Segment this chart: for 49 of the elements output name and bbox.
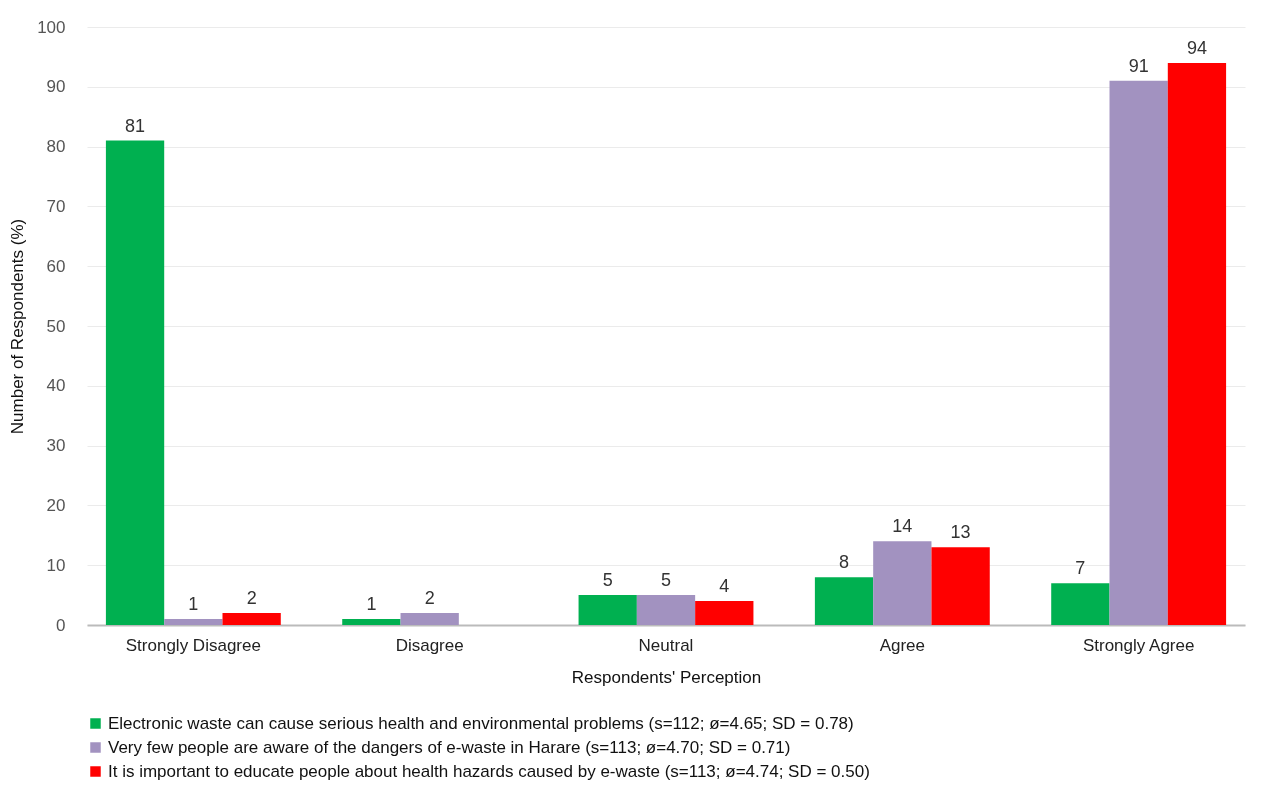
data-label: 4 bbox=[719, 576, 730, 597]
data-label: 13 bbox=[950, 522, 971, 543]
data-label: 81 bbox=[125, 115, 146, 136]
data-label: 14 bbox=[892, 516, 913, 537]
y-tick-label: 40 bbox=[46, 376, 66, 396]
legend-label: Electronic waste can cause serious health and environmental problems (s=112; ø=4.65; SD = 0.78) bbox=[108, 713, 854, 733]
bar bbox=[222, 613, 281, 625]
x-axis-title: Respondents' Perception bbox=[571, 667, 762, 687]
bar bbox=[814, 577, 874, 625]
bar bbox=[164, 619, 223, 625]
y-tick-label: 50 bbox=[46, 316, 66, 336]
y-tick-label: 100 bbox=[37, 17, 66, 37]
data-label: 5 bbox=[602, 570, 613, 591]
y-tick-label: 80 bbox=[46, 137, 66, 157]
bar bbox=[636, 595, 696, 625]
bar bbox=[873, 541, 932, 625]
y-axis-title: Number of Respondents (%) bbox=[8, 218, 28, 435]
x-tick-label: Disagree bbox=[395, 635, 464, 655]
y-tick-label: 10 bbox=[46, 555, 66, 575]
bar bbox=[400, 613, 459, 625]
data-label: 8 bbox=[839, 552, 850, 573]
y-tick-label: 90 bbox=[46, 77, 66, 97]
x-tick-label: Strongly Agree bbox=[1082, 635, 1195, 655]
bar bbox=[105, 140, 165, 625]
data-label: 1 bbox=[188, 594, 199, 615]
data-label: 94 bbox=[1186, 37, 1207, 58]
data-label: 1 bbox=[366, 594, 377, 615]
bar bbox=[578, 595, 637, 625]
y-tick-label: 60 bbox=[46, 256, 66, 276]
y-tick-label: 0 bbox=[56, 615, 66, 635]
data-label: 7 bbox=[1075, 558, 1086, 579]
y-tick-label: 30 bbox=[46, 436, 66, 456]
y-tick-label: 20 bbox=[46, 495, 66, 515]
bar bbox=[695, 601, 754, 625]
y-tick-label: 70 bbox=[46, 196, 66, 216]
x-tick-label: Strongly Disagree bbox=[125, 635, 261, 655]
bar bbox=[1051, 583, 1110, 625]
bar bbox=[1109, 80, 1168, 625]
data-label: 5 bbox=[660, 570, 672, 591]
bar bbox=[342, 619, 401, 625]
legend-label: Very few people are aware of the dangers of e-waste in Harare (s=113; ø=4.70; SD = 0.71) bbox=[108, 737, 791, 757]
legend-label: It is important to educate people about health hazards caused by e-waste (s=113; ø=4.74; SD = 0.50) bbox=[108, 761, 870, 781]
bar bbox=[1167, 62, 1227, 625]
data-label: 2 bbox=[424, 588, 435, 609]
x-tick-label: Neutral bbox=[638, 635, 694, 655]
x-tick-label: Agree bbox=[879, 635, 926, 655]
data-label: 2 bbox=[246, 588, 257, 609]
bar bbox=[931, 547, 990, 625]
data-label: 91 bbox=[1128, 55, 1149, 76]
